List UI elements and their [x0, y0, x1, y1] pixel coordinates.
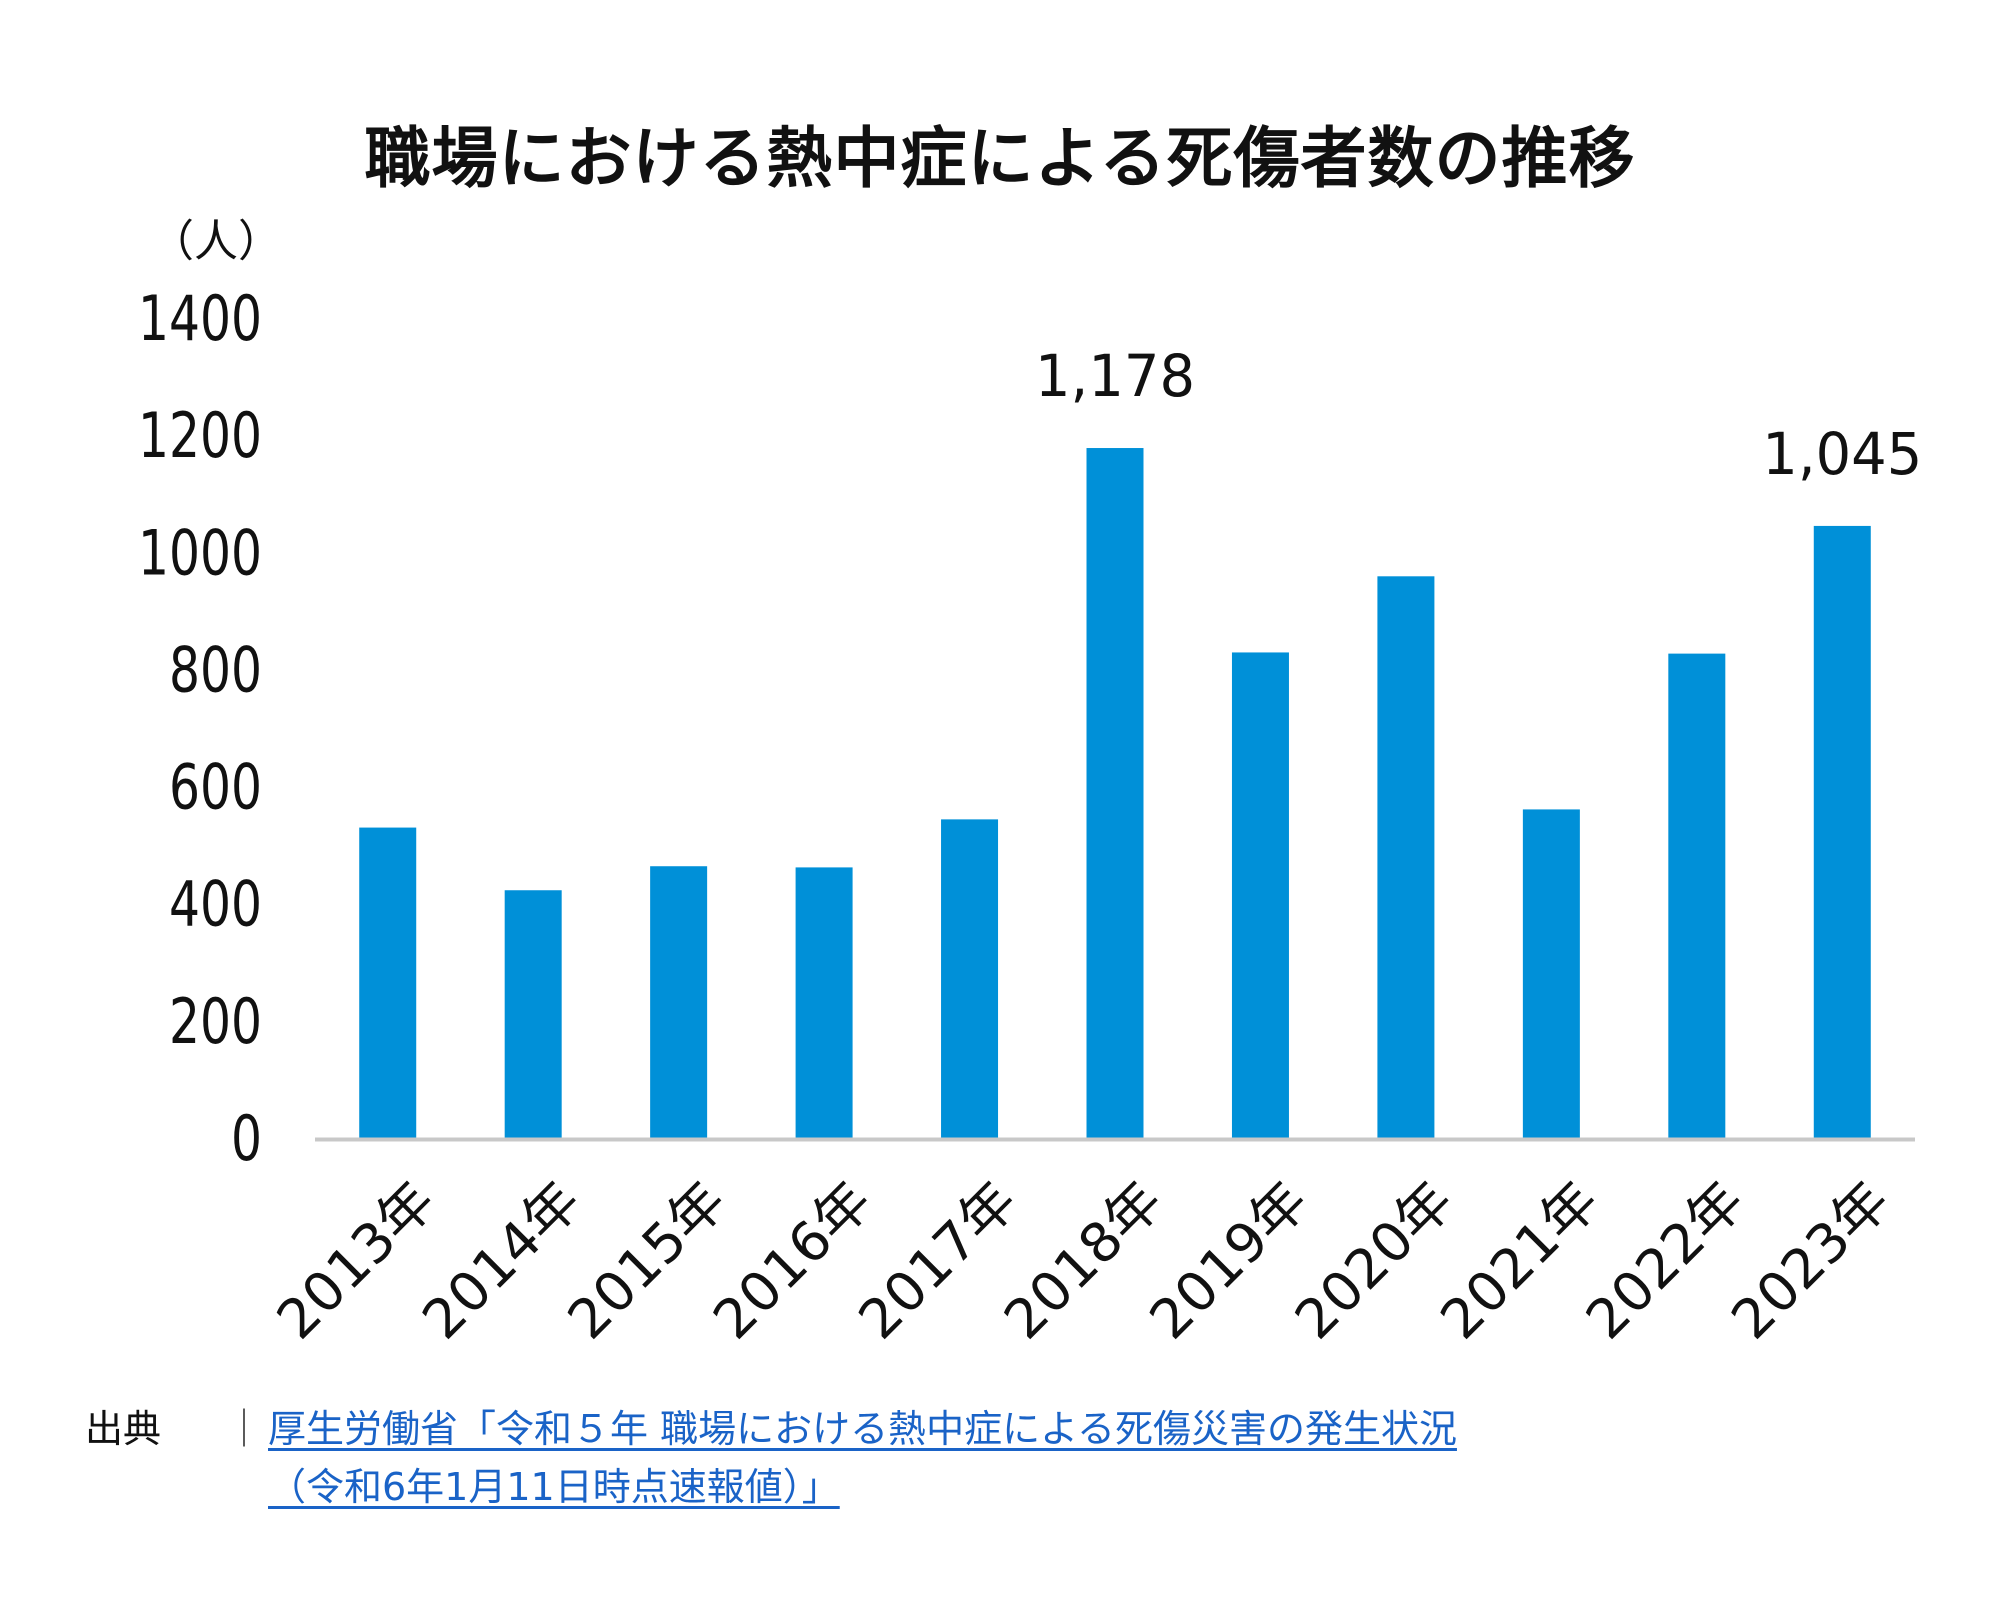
x-tick-label: 2016年	[701, 1169, 883, 1351]
x-tick-label: 2015年	[556, 1169, 738, 1351]
chart-title: 職場における熱中症による死傷者数の推移	[364, 120, 1636, 197]
y-tick-label: 600	[169, 751, 262, 824]
x-axis-labels: 2013年2014年2015年2016年2017年2018年2019年2020年…	[265, 1169, 1902, 1351]
source-separator: ｜	[225, 1407, 264, 1451]
bar	[359, 827, 417, 1138]
y-axis-unit-label: （人）	[150, 216, 282, 267]
y-tick-label: 1200	[138, 399, 262, 472]
x-tick-label: 2014年	[410, 1169, 592, 1351]
y-tick-label: 1400	[138, 282, 262, 355]
data-labels: 1,178 1,045	[1035, 342, 1922, 488]
source-link-line-2: （令和6年1月11日時点速報値）」	[268, 1465, 840, 1509]
bar-series	[359, 448, 1871, 1138]
y-tick-label: 800	[169, 633, 262, 706]
source-label: 出典	[85, 1407, 162, 1451]
x-tick-label: 2013年	[265, 1169, 447, 1351]
bar	[504, 890, 562, 1138]
bar-chart: （人） 0 200 400 600 800 1000 1200 1400 1,178 1,045…	[138, 216, 1922, 1351]
x-tick-label: 2020年	[1283, 1169, 1465, 1351]
x-tick-label: 2018年	[992, 1169, 1174, 1351]
bar	[1813, 525, 1871, 1138]
data-label: 1,045	[1762, 420, 1922, 488]
bar	[1522, 809, 1580, 1138]
y-axis-ticks: 0 200 400 600 800 1000 1200 1400	[138, 282, 262, 1175]
x-tick-label: 2023年	[1719, 1169, 1901, 1351]
y-tick-label: 0	[231, 1102, 262, 1175]
y-tick-label: 400	[169, 868, 262, 941]
x-tick-label: 2017年	[847, 1169, 1029, 1351]
data-label: 1,178	[1035, 342, 1195, 410]
x-tick-label: 2019年	[1137, 1169, 1319, 1351]
bar	[1377, 576, 1435, 1138]
bar	[1231, 652, 1289, 1138]
bar	[650, 866, 708, 1138]
source-link-line-1: 厚生労働省「令和５年 職場における熱中症による死傷災害の発生状況	[268, 1407, 1457, 1451]
y-tick-label: 200	[169, 985, 262, 1058]
bar	[1668, 653, 1726, 1138]
bar	[1086, 448, 1144, 1138]
x-tick-label: 2022年	[1574, 1169, 1756, 1351]
x-tick-label: 2021年	[1428, 1169, 1610, 1351]
y-tick-label: 1000	[138, 516, 262, 589]
bar	[795, 867, 853, 1138]
bar	[941, 819, 999, 1138]
source-link[interactable]: 厚生労働省「令和５年 職場における熱中症による死傷災害の発生状況 （令和6年1月…	[268, 1400, 1768, 1516]
